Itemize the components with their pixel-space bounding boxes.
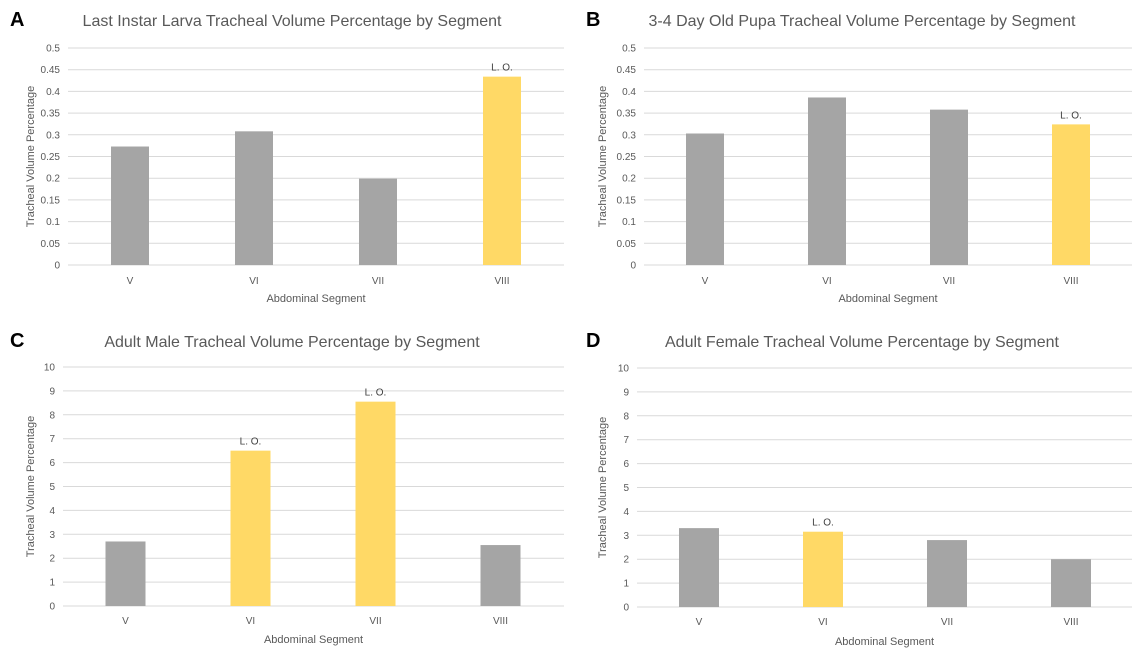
x-tick-label: V	[122, 616, 129, 627]
chart-title: Last Instar Larva Tracheal Volume Percen…	[83, 13, 502, 30]
bar	[686, 133, 724, 265]
data-label: L. O.	[812, 518, 834, 529]
bar	[1052, 124, 1090, 265]
y-tick-label: 10	[618, 364, 630, 375]
y-tick-label: 0	[630, 261, 636, 272]
y-tick-label: 7	[49, 434, 55, 445]
y-tick-label: 0	[54, 261, 60, 272]
x-tick-label: VIII	[1063, 617, 1078, 628]
x-tick-label: VII	[372, 276, 384, 287]
y-tick-label: 1	[623, 579, 629, 590]
bar	[679, 528, 719, 607]
y-tick-label: 0.25	[41, 152, 61, 163]
data-label: L. O.	[1060, 110, 1082, 121]
x-tick-label: V	[702, 276, 709, 287]
y-axis-title: Tracheal Volume Percentage	[25, 416, 37, 557]
panel-letter: D	[586, 330, 600, 352]
data-label: L. O.	[365, 388, 387, 399]
y-tick-label: 0.4	[46, 87, 60, 98]
bar	[230, 450, 271, 606]
data-label: L. O.	[240, 437, 262, 448]
bar	[483, 76, 521, 265]
bar	[1051, 559, 1091, 607]
y-tick-label: 6	[49, 458, 55, 469]
y-tick-label: 0.2	[46, 174, 60, 185]
x-tick-label: VI	[249, 276, 258, 287]
y-tick-label: 0.2	[622, 174, 636, 185]
y-tick-label: 7	[623, 435, 629, 446]
y-tick-label: 9	[49, 386, 55, 397]
y-axis-title: Tracheal Volume Percentage	[25, 86, 37, 227]
x-axis-title: Abdominal Segment	[838, 293, 937, 305]
x-tick-label: VII	[369, 616, 381, 627]
x-axis-title: Abdominal Segment	[266, 293, 365, 305]
y-tick-label: 0	[623, 603, 629, 614]
y-tick-label: 2	[623, 555, 629, 566]
x-tick-label: V	[127, 276, 134, 287]
x-tick-label: VII	[941, 617, 953, 628]
x-tick-label: V	[696, 617, 703, 628]
y-tick-label: 8	[49, 410, 55, 421]
y-tick-label: 2	[49, 554, 55, 565]
panel-letter: B	[586, 9, 600, 31]
bar	[359, 178, 397, 265]
y-tick-label: 0.1	[46, 217, 60, 228]
y-tick-label: 0.15	[41, 195, 61, 206]
y-tick-label: 0.35	[41, 109, 61, 120]
y-tick-label: 0.1	[622, 217, 636, 228]
y-tick-label: 8	[623, 411, 629, 422]
bar	[105, 541, 146, 606]
y-tick-label: 3	[49, 530, 55, 541]
x-axis-title: Abdominal Segment	[264, 634, 363, 646]
y-axis-title: Tracheal Volume Percentage	[597, 86, 609, 227]
y-tick-label: 9	[623, 387, 629, 398]
y-tick-label: 1	[49, 578, 55, 589]
y-tick-label: 0.5	[46, 44, 60, 55]
x-tick-label: VIII	[1063, 276, 1078, 287]
panel-letter: C	[10, 330, 24, 352]
chart-title: 3-4 Day Old Pupa Tracheal Volume Percent…	[649, 13, 1076, 30]
bar	[803, 531, 843, 607]
bar	[111, 146, 149, 265]
y-tick-label: 0.3	[622, 130, 636, 141]
x-axis-title: Abdominal Segment	[835, 636, 934, 648]
x-tick-label: VI	[822, 276, 831, 287]
y-tick-label: 0.5	[622, 44, 636, 55]
x-tick-label: VI	[818, 617, 827, 628]
bar	[235, 131, 273, 265]
y-tick-label: 5	[49, 482, 55, 493]
x-tick-label: VII	[943, 276, 955, 287]
y-tick-label: 5	[623, 483, 629, 494]
y-tick-label: 0.05	[41, 239, 61, 250]
y-tick-label: 0	[49, 602, 55, 613]
y-tick-label: 0.4	[622, 87, 636, 98]
bar	[930, 109, 968, 266]
y-tick-label: 4	[623, 507, 629, 518]
y-tick-label: 3	[623, 531, 629, 542]
x-tick-label: VI	[246, 616, 255, 627]
y-tick-label: 0.45	[41, 65, 61, 76]
bar	[355, 401, 396, 606]
chart-title: Adult Female Tracheal Volume Percentage …	[665, 334, 1060, 351]
bar	[808, 97, 846, 265]
bar	[480, 545, 521, 606]
y-tick-label: 10	[44, 363, 56, 374]
chart-title: Adult Male Tracheal Volume Percentage by…	[104, 334, 480, 351]
data-label: L. O.	[491, 63, 513, 74]
panel-letter: A	[10, 9, 24, 31]
x-tick-label: VIII	[494, 276, 509, 287]
y-tick-label: 4	[49, 506, 55, 517]
bar	[927, 540, 967, 607]
y-axis-title: Tracheal Volume Percentage	[597, 417, 609, 558]
y-tick-label: 0.45	[617, 65, 637, 76]
y-tick-label: 0.35	[617, 109, 637, 120]
y-tick-label: 6	[623, 459, 629, 470]
y-tick-label: 0.25	[617, 152, 637, 163]
y-tick-label: 0.15	[617, 195, 637, 206]
x-tick-label: VIII	[493, 616, 508, 627]
y-tick-label: 0.05	[617, 239, 637, 250]
y-tick-label: 0.3	[46, 130, 60, 141]
